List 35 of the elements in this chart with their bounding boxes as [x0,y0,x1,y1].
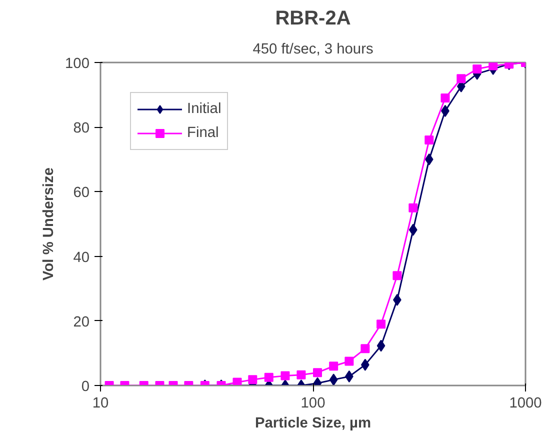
point [408,203,418,212]
point [440,94,450,103]
x-tick-label: 1000 [509,396,542,412]
point [280,371,290,380]
point [392,271,402,280]
point [329,362,338,371]
point [360,344,370,354]
point [329,374,338,386]
point [456,74,466,84]
point [344,356,354,366]
point [424,136,434,145]
legend-label: Initial [187,101,222,117]
y-tick-label: 80 [73,120,90,137]
point [424,153,434,166]
x-axis-title: Particle Size, µm [255,416,371,432]
y-tick-label: 100 [65,56,90,72]
chart-title: RBR-2A [275,8,351,30]
point [313,368,322,378]
y-tick-label: 20 [73,314,90,330]
chart-subtitle: 450 ft/sec, 3 hours [252,42,374,58]
point [472,64,482,74]
x-tick-label: 100 [300,396,326,412]
y-tick-label: 40 [73,250,90,266]
point [296,370,306,380]
legend-label: Final [187,125,219,141]
point [376,320,386,329]
y-tick-label: 0 [81,379,90,395]
y-axis-title: Vol % Undersize [41,168,58,280]
y-tick-label: 60 [73,185,90,202]
x-tick-label: 10 [92,396,109,412]
point [488,62,498,70]
point [376,340,386,352]
point [248,375,258,384]
point [408,224,418,236]
point [264,372,274,382]
